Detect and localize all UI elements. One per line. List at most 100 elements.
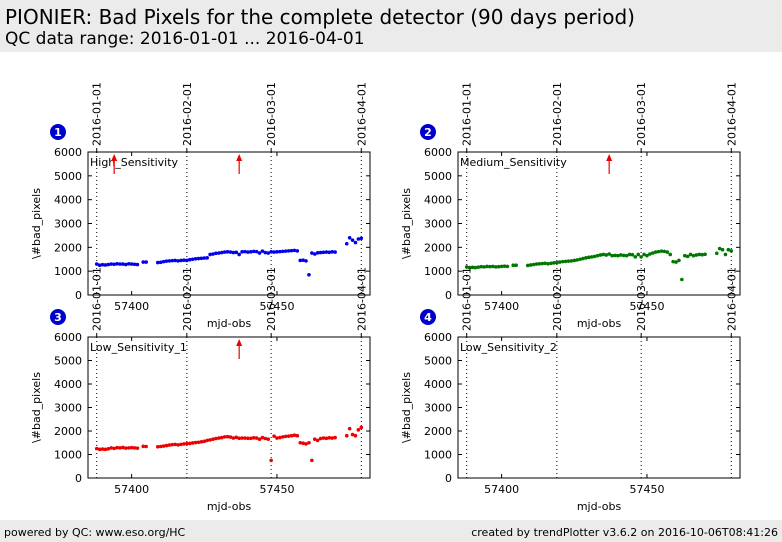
date-marker-label: 2016-02-01 <box>181 82 194 146</box>
data-point <box>173 258 178 263</box>
data-point <box>350 432 355 437</box>
data-point <box>289 433 294 438</box>
data-point <box>214 436 218 441</box>
panel-badge-number: 2 <box>424 126 432 139</box>
data-point <box>135 446 140 450</box>
y-tick-label: 0 <box>75 289 82 302</box>
data-point <box>627 252 632 257</box>
data-point <box>292 248 297 253</box>
data-point <box>234 435 239 440</box>
y-tick-label: 0 <box>75 472 82 485</box>
data-point <box>327 436 332 440</box>
chart-panel-2: 2016-01-01 2016-02-01 2016-03-01 2016-04-01… <box>400 82 741 330</box>
y-tick-label: 3000 <box>424 402 452 415</box>
data-point <box>528 263 533 267</box>
data-point <box>246 250 250 254</box>
data-point <box>315 438 320 443</box>
plot-frame <box>87 151 371 296</box>
data-point <box>254 436 259 440</box>
data-point <box>630 252 635 257</box>
y-tick-label: 1000 <box>54 449 82 462</box>
x-tick-label: 57450 <box>259 483 294 496</box>
y-tick-label: 0 <box>445 472 452 485</box>
data-point <box>505 264 510 269</box>
data-point <box>243 436 247 440</box>
data-point <box>196 440 201 445</box>
data-point <box>347 236 352 240</box>
data-point <box>624 253 629 258</box>
data-point <box>278 249 282 254</box>
data-point <box>575 258 579 262</box>
data-point <box>648 252 652 256</box>
y-tick-label: 3000 <box>424 218 452 231</box>
data-point <box>310 458 314 463</box>
data-point <box>217 251 221 255</box>
data-point <box>141 260 146 264</box>
data-point <box>240 250 244 254</box>
data-point <box>243 249 247 254</box>
data-point <box>190 257 195 262</box>
panel-title: Low_Sensitivity_2 <box>460 341 557 354</box>
data-point <box>222 435 227 439</box>
data-point <box>537 261 542 266</box>
data-point <box>604 253 609 257</box>
data-point <box>185 441 189 446</box>
date-marker-label: 2016-01-01 <box>461 267 474 331</box>
data-point <box>665 250 670 254</box>
y-axis-label: \#bad_pixels <box>30 188 43 259</box>
data-point <box>161 259 166 264</box>
data-point <box>217 436 221 440</box>
data-point <box>356 237 361 241</box>
data-point <box>318 436 323 441</box>
data-point <box>94 446 99 451</box>
data-point <box>106 262 111 267</box>
y-tick-label: 5000 <box>54 355 82 368</box>
data-point <box>179 258 183 263</box>
data-point <box>496 264 501 269</box>
x-tick-label: 57450 <box>629 300 664 313</box>
data-point <box>543 261 548 266</box>
data-point <box>219 250 224 255</box>
data-point <box>485 264 489 269</box>
data-point <box>144 260 148 264</box>
footer-credit: powered by QC: www.eso.org/HC <box>4 526 186 539</box>
data-point <box>185 258 189 263</box>
date-marker-label: 2016-03-01 <box>265 82 278 146</box>
data-point <box>555 260 559 265</box>
panel-badge-number: 4 <box>424 311 432 324</box>
data-point <box>129 262 134 266</box>
data-point <box>333 435 337 440</box>
data-point <box>132 446 137 450</box>
data-point <box>729 249 734 253</box>
panel-badge-number: 3 <box>54 311 62 324</box>
data-point <box>199 256 204 261</box>
data-point <box>237 436 241 441</box>
data-point <box>118 446 122 450</box>
data-point <box>135 262 140 267</box>
data-point <box>685 254 690 259</box>
data-point <box>240 436 244 440</box>
data-point <box>359 236 364 241</box>
data-point <box>659 249 664 253</box>
data-point <box>613 253 617 258</box>
data-point <box>531 262 536 267</box>
y-tick-label: 1000 <box>424 265 452 278</box>
date-marker-label: 2016-01-01 <box>91 267 104 331</box>
data-point <box>324 250 329 254</box>
data-point <box>482 265 486 269</box>
data-point <box>211 437 215 442</box>
data-point <box>653 250 658 254</box>
data-point <box>298 440 303 445</box>
panel-title: High_Sensitivity <box>90 156 179 169</box>
data-point <box>193 256 198 261</box>
data-point <box>324 436 329 441</box>
data-point <box>202 439 207 444</box>
data-point <box>714 251 719 256</box>
data-point <box>488 264 492 269</box>
data-point <box>173 442 178 447</box>
data-point <box>301 258 305 263</box>
chart-panel-3: 2016-01-01 2016-02-01 2016-03-01 2016-04-01… <box>30 267 371 513</box>
data-point <box>254 249 259 254</box>
data-point <box>225 434 230 439</box>
data-point <box>129 445 134 450</box>
